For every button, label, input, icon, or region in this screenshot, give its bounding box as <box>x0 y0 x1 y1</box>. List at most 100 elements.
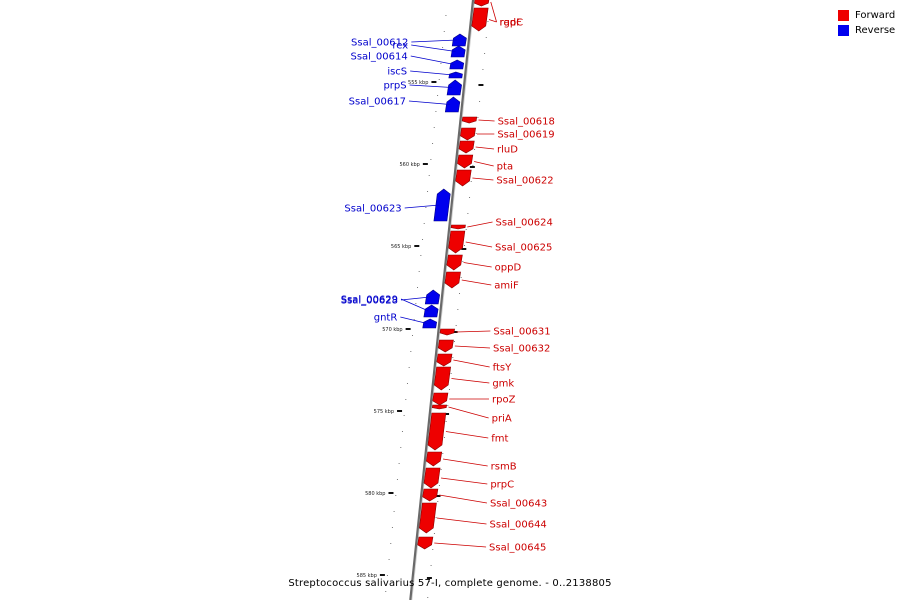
gene-iscs-arrow <box>448 71 463 79</box>
gene-ssal_00631-arrow <box>439 328 455 336</box>
guide-dot-left <box>413 319 415 320</box>
ruler-tick <box>414 245 420 247</box>
gene-amif-arrow <box>444 271 461 289</box>
guide-dot-right <box>479 101 481 102</box>
gene-oppd-arrow <box>446 254 463 271</box>
guide-dot-right <box>435 517 437 518</box>
guide-dot-right <box>448 389 450 390</box>
gene-leader-line <box>408 100 451 105</box>
gene-leader-line <box>454 345 491 349</box>
ruler-tick <box>435 495 441 497</box>
guide-dot-right <box>430 565 432 566</box>
genome-caption: Streptococcus salivarius 57-I, complete … <box>288 578 612 589</box>
gene-leader-line <box>465 241 493 248</box>
gene-label: radC <box>500 18 524 29</box>
gene-ssal_00644-arrow <box>418 502 437 534</box>
gene-ssal_00623-arrow <box>433 188 451 222</box>
guide-dot-right <box>427 597 429 598</box>
guide-dot-right <box>443 437 445 438</box>
gene-label: oppD <box>495 263 522 274</box>
gene-ssal_00618-arrow <box>461 116 478 124</box>
gene-label: Ssal_00629 <box>341 295 398 306</box>
guide-dot-left <box>432 143 434 144</box>
gene-leader-line <box>456 330 491 333</box>
guide-dot-left <box>425 207 427 208</box>
gene-leader-line <box>474 161 494 167</box>
gene-gntr-arrow <box>422 318 437 329</box>
gene-label: rgpF <box>500 18 523 29</box>
guide-dot-left <box>400 447 402 448</box>
guide-dot-left <box>411 335 413 336</box>
ruler-tick <box>405 328 411 330</box>
guide-dot-left <box>390 543 392 544</box>
gene-label: iscS <box>387 67 407 78</box>
gene-leader-line <box>434 542 487 548</box>
guide-dot-left <box>405 399 407 400</box>
gene-label: Ssal_00619 <box>497 130 554 141</box>
guide-dot-right <box>465 229 467 230</box>
guide-dot-left <box>398 463 400 464</box>
gene-leader-line <box>404 204 440 209</box>
strand-legend: Forward Reverse <box>838 8 895 38</box>
guide-dot-right <box>470 181 472 182</box>
gene-leader-line <box>410 55 455 65</box>
guide-dot-left <box>408 367 410 368</box>
gene-label: rluD <box>497 145 518 156</box>
guide-dot-left <box>440 63 442 64</box>
gene-ssal_00645-arrow <box>417 536 434 550</box>
guide-dot-left <box>437 95 439 96</box>
gene-label: gntR <box>374 313 398 324</box>
gene-ssal_00622-arrow <box>455 169 472 187</box>
guide-dot-right <box>474 149 476 150</box>
ruler-tick-label: 580 kbp <box>365 491 385 497</box>
guide-dot-left <box>401 431 403 432</box>
guide-dot-right <box>440 469 442 470</box>
guide-dot-left <box>393 511 395 512</box>
gene-rpoz-arrow <box>432 392 449 406</box>
gene-leader-line <box>411 44 456 52</box>
guide-dot-left <box>406 383 408 384</box>
gene-label: Ssal_00625 <box>495 243 552 254</box>
ruler-tick <box>397 410 403 412</box>
guide-dot-left <box>418 271 420 272</box>
guide-dot-right <box>469 197 471 198</box>
legend-reverse: Reverse <box>838 23 895 38</box>
gene-leader-line <box>490 1 497 23</box>
gene-radc-arrow <box>471 7 489 32</box>
gene-ssal_00632-arrow <box>437 339 454 353</box>
guide-dot-left <box>427 191 429 192</box>
guide-dot-left <box>396 479 398 480</box>
gene-label: priA <box>492 414 512 425</box>
gene-leader-line <box>409 84 452 88</box>
guide-dot-right <box>428 581 430 582</box>
gene-leader-line <box>440 477 488 485</box>
gene-leader-line <box>400 296 431 301</box>
gene-label: Ssal_00643 <box>490 499 547 510</box>
gene-leader-line <box>410 70 454 76</box>
guide-dot-left <box>410 351 412 352</box>
ruler-tick <box>388 492 394 494</box>
guide-dot-left <box>442 47 444 48</box>
gene-leader-line <box>461 279 492 286</box>
guide-dot-right <box>460 277 462 278</box>
gene-ssal_00643-arrow <box>422 488 439 502</box>
ruler-tick-label: 585 kbp <box>357 573 377 579</box>
guide-dot-right <box>432 549 434 550</box>
gene-ssal_00625-arrow <box>448 230 466 254</box>
guide-dot-right <box>442 453 444 454</box>
gene-gmk-arrow <box>433 366 451 391</box>
gene-leader-line <box>436 517 487 525</box>
guide-dot-right <box>437 501 439 502</box>
guide-dot-right <box>487 21 489 22</box>
gene-rlud-arrow <box>458 140 475 154</box>
gene-label: prpS <box>383 81 406 92</box>
guide-dot-right <box>433 533 435 534</box>
gene-ssal_00628-arrow <box>424 289 441 305</box>
guide-dot-right <box>472 165 474 166</box>
guide-dot-left <box>385 591 387 592</box>
gene-label: Ssal_00612 <box>351 38 408 49</box>
gene-leader-line <box>448 406 489 419</box>
guide-dot-right <box>462 261 464 262</box>
gene-prps-arrow <box>446 79 462 96</box>
gene-fmt-arrow <box>427 412 447 451</box>
